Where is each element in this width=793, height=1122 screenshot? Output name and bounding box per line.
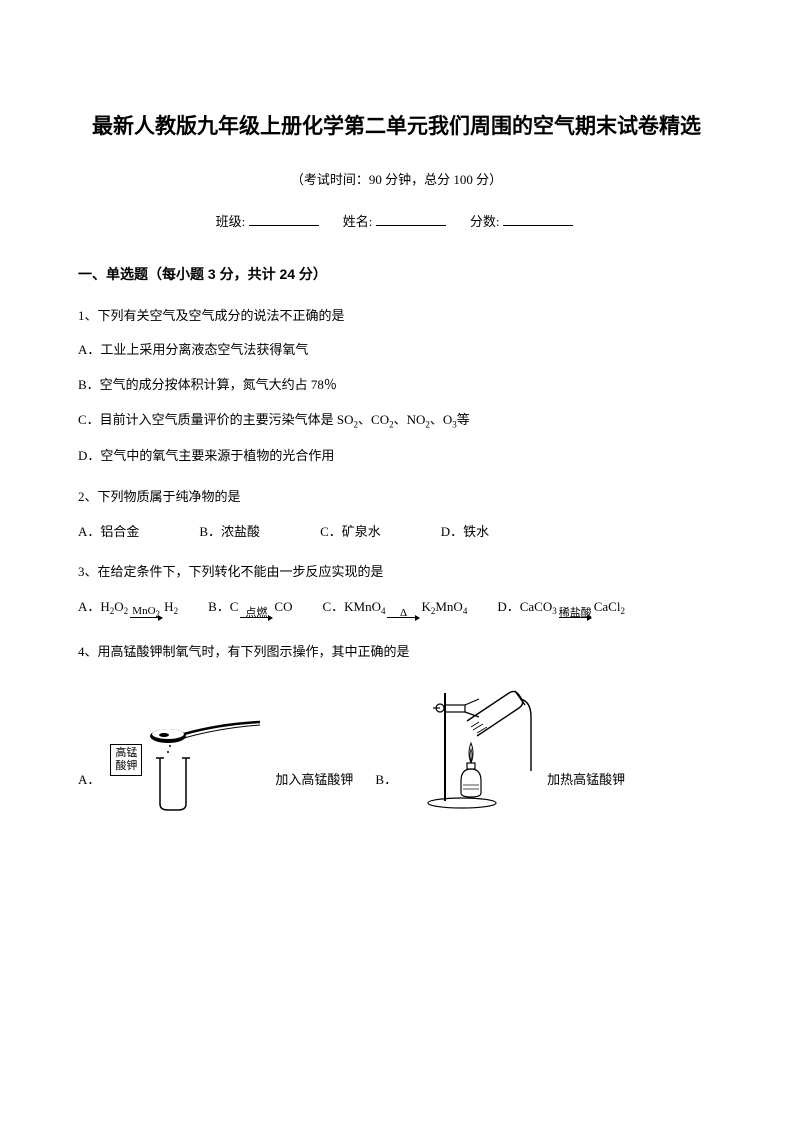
q4-figure-a: 高锰酸钾 [110,716,265,811]
score-label: 分数: [470,214,500,229]
q4-opt-a-label: A． [78,770,100,791]
page-title: 最新人教版九年级上册化学第二单元我们周围的空气期末试卷精选 [78,110,715,144]
heating-apparatus-icon [407,681,537,811]
q3-opt-b: B．C 点燃 CO [208,597,292,618]
question-1: 1、下列有关空气及空气成分的说法不正确的是 A．工业上采用分离液态空气法获得氧气… [78,306,715,467]
question-4: 4、用高锰酸钾制氧气时，有下列图示操作，其中正确的是 A． 高锰酸钾 [78,642,715,811]
q3-opt-d: D．CaCO3 稀盐酸 CaCl2 [497,597,625,618]
q1-opt-c: C．目前计入空气质量评价的主要污染气体是 SO2、CO2、NO2、O3等 [78,410,715,432]
q4-opt-b-label: B． [375,770,397,791]
question-2: 2、下列物质属于纯净物的是 A．铝合金 B．浓盐酸 C．矿泉水 D．铁水 [78,487,715,543]
q1-stem: 1、下列有关空气及空气成分的说法不正确的是 [78,306,715,327]
spoon-tube-icon [110,716,265,811]
info-line: 班级: 姓名: 分数: [78,212,715,233]
q2-stem: 2、下列物质属于纯净物的是 [78,487,715,508]
q1-opt-d: D．空气中的氧气主要来源于植物的光合作用 [78,446,715,467]
class-blank [249,212,319,226]
q2-opt-c: C．矿泉水 [320,522,381,543]
q3-options: A．H2O2 MnO2 H2 B．C 点燃 CO C．KMnO4 Δ K2MnO… [78,597,715,618]
q1-opt-a: A．工业上采用分离液态空气法获得氧气 [78,340,715,361]
q2-opt-d: D．铁水 [441,522,489,543]
q3-opt-a: A．H2O2 MnO2 H2 [78,597,178,618]
score-blank [503,212,573,226]
q3-opt-c: C．KMnO4 Δ K2MnO4 [322,597,467,618]
q4-figure-b [407,681,537,811]
section-1-header: 一、单选题（每小题 3 分，共计 24 分） [78,263,715,285]
q3-stem: 3、在给定条件下，下列转化不能由一步反应实现的是 [78,562,715,583]
class-label: 班级: [216,214,246,229]
q2-opt-a: A．铝合金 [78,522,139,543]
exam-subtitle: （考试时间：90 分钟，总分 100 分） [78,170,715,191]
name-label: 姓名: [343,214,373,229]
q4-opt-a-caption: 加入高锰酸钾 [275,770,353,791]
q4-opt-b-caption: 加热高锰酸钾 [547,770,625,791]
question-3: 3、在给定条件下，下列转化不能由一步反应实现的是 A．H2O2 MnO2 H2 … [78,562,715,618]
q1-opt-b: B．空气的成分按体积计算，氮气大约占 78％ [78,375,715,396]
q4-stem: 4、用高锰酸钾制氧气时，有下列图示操作，其中正确的是 [78,642,715,663]
name-blank [376,212,446,226]
q2-opt-b: B．浓盐酸 [199,522,260,543]
